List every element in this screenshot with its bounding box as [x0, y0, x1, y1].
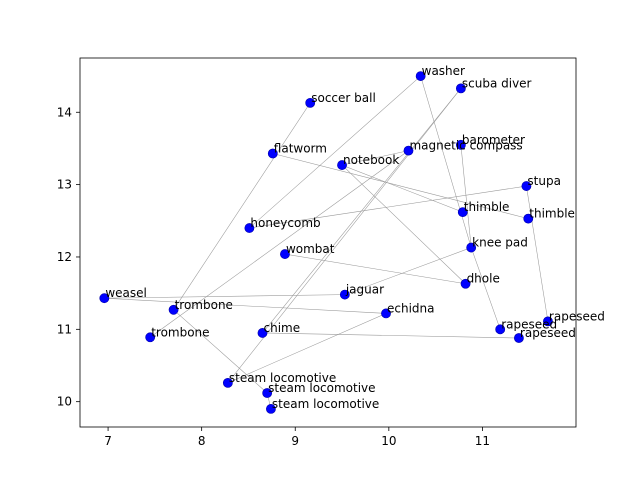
data-point: [521, 181, 532, 191]
edge-line: [526, 186, 549, 322]
point-label: trombone: [175, 298, 233, 312]
x-tick-label: 9: [291, 434, 299, 448]
edge-line: [227, 88, 462, 384]
edge-line: [173, 102, 311, 310]
data-point: [337, 160, 347, 170]
data-point: [222, 377, 233, 388]
data-point: [280, 249, 290, 259]
data-point: [466, 242, 477, 253]
data-point: [381, 308, 391, 319]
data-point: [495, 324, 506, 335]
edge-line: [249, 75, 421, 229]
edge-line: [272, 153, 529, 219]
data-point: [415, 71, 426, 81]
data-point: [244, 223, 255, 233]
edge-line: [173, 309, 268, 394]
point-label: jaguar: [345, 283, 384, 297]
point-label: notebook: [343, 153, 399, 167]
point-label: honeycomb: [250, 216, 320, 230]
y-tick-label: 12: [57, 250, 72, 264]
point-label: chime: [263, 321, 300, 335]
x-tick-label: 10: [381, 434, 396, 448]
x-tick-label: 7: [104, 434, 112, 448]
data-point: [99, 293, 110, 304]
y-tick-label: 10: [57, 395, 72, 409]
data-point: [457, 207, 468, 218]
point-label: steam locomotive: [268, 381, 375, 395]
edge-line: [341, 164, 463, 213]
point-label: thimble: [464, 200, 510, 214]
data-point: [455, 83, 466, 94]
edge-line: [104, 297, 387, 314]
edge-line: [470, 247, 501, 330]
edge-line: [344, 247, 472, 295]
data-point: [339, 289, 350, 300]
point-label: rapeseed: [549, 309, 605, 323]
data-point: [267, 148, 278, 159]
data-point: [262, 388, 273, 398]
y-tick-label: 14: [57, 105, 72, 119]
edge-line: [460, 144, 472, 248]
point-label: wombat: [286, 242, 335, 256]
edge-line: [341, 164, 466, 284]
edges-layer: [104, 75, 549, 409]
data-point: [266, 404, 276, 414]
data-point: [455, 139, 466, 150]
plot-frame: [79, 57, 577, 428]
point-label: washer: [422, 64, 465, 78]
point-label: steam locomotive: [229, 371, 336, 385]
point-label: stupa: [527, 174, 561, 188]
point-label: scuba diver: [462, 76, 532, 90]
axes-layer: 7 8 9 10 11 10 11 12 13 14: [57, 57, 577, 448]
markers-layer: [99, 71, 553, 414]
edge-line: [249, 185, 527, 229]
edge-line: [262, 88, 462, 334]
point-label: barometer: [462, 133, 525, 147]
data-point: [145, 332, 156, 343]
data-point: [168, 304, 179, 315]
point-label: trombone: [151, 325, 209, 339]
point-label: dhole: [467, 272, 500, 286]
point-label: magnetic compass: [409, 139, 522, 153]
point-label: rapeseed: [501, 317, 557, 331]
data-point: [543, 316, 553, 327]
data-point: [257, 328, 268, 338]
data-point: [305, 97, 316, 108]
edge-line: [341, 150, 409, 166]
edge-line: [150, 150, 409, 338]
data-point: [403, 145, 414, 156]
edge-line: [420, 76, 472, 248]
point-label: flatworm: [274, 142, 327, 156]
point-label: weasel: [105, 286, 147, 300]
point-label: thimble: [529, 207, 575, 221]
edge-line: [262, 332, 519, 339]
edge-line: [227, 313, 387, 384]
point-label: knee pad: [472, 236, 528, 250]
y-tick-label: 13: [57, 178, 72, 192]
edge-line: [104, 294, 345, 299]
edge-line: [284, 253, 466, 285]
point-label: steam locomotive: [272, 397, 379, 411]
data-point: [514, 333, 524, 343]
data-point: [460, 278, 471, 289]
y-tick-label: 11: [57, 322, 72, 336]
point-label: rapeseed: [520, 326, 576, 340]
x-tick-label: 8: [198, 434, 206, 448]
point-label: echidna: [387, 301, 435, 315]
point-label: soccer ball: [311, 91, 376, 105]
data-point: [523, 213, 534, 224]
x-tick-label: 11: [475, 434, 490, 448]
